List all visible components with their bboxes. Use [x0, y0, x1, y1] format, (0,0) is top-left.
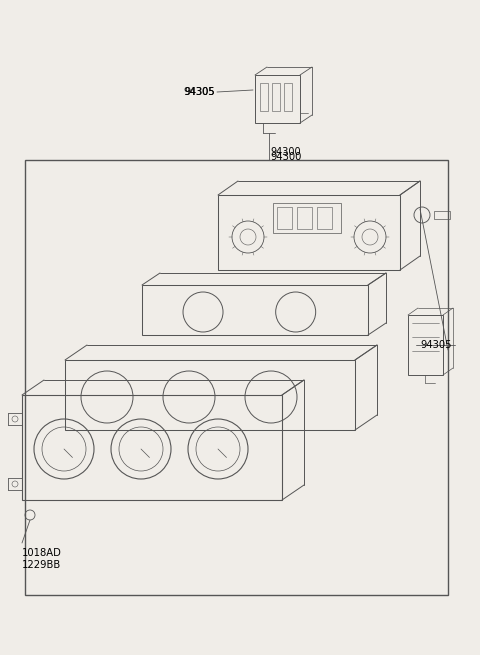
Text: 94305: 94305 [420, 340, 452, 350]
Bar [218, 195, 400, 270]
Text: 1018AD
1229BB: 1018AD 1229BB [22, 548, 62, 571]
Bar [142, 285, 368, 335]
Bar [284, 83, 292, 111]
Bar [22, 395, 282, 500]
Text: 94305: 94305 [184, 87, 215, 97]
Bar [65, 360, 355, 430]
Text: 94305: 94305 [183, 87, 215, 97]
Text: 94300: 94300 [270, 152, 301, 162]
Text: 94300: 94300 [270, 147, 300, 157]
Bar [434, 211, 450, 219]
Bar [273, 203, 341, 233]
Bar [317, 207, 332, 229]
Bar [255, 75, 300, 123]
Bar [25, 160, 448, 595]
Bar [408, 315, 443, 375]
Bar [277, 207, 292, 229]
Bar [260, 83, 268, 111]
Bar [297, 207, 312, 229]
Bar [272, 83, 280, 111]
